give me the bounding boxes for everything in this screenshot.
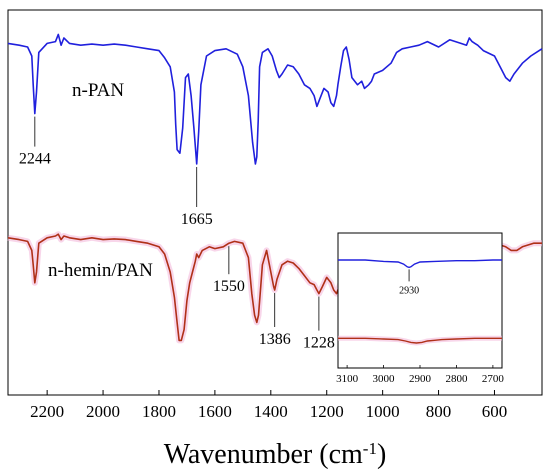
peak-annotations: 2244 1665 1550 1386 1228 xyxy=(19,116,335,352)
x-tick-label-2200: 2200 xyxy=(30,402,64,421)
peak-label-1228: 1228 xyxy=(303,335,335,352)
peak-label-1665: 1665 xyxy=(181,211,213,228)
inset-annotation-2930: 2930 xyxy=(399,285,419,296)
x-axis-ticks: 2200 2000 1800 1600 1400 1200 1000 800 600 xyxy=(30,390,507,421)
inset-x-tick-label-3100: 3100 xyxy=(336,373,359,385)
inset-series-layer xyxy=(338,259,502,346)
series-label-n-hemin-pan: n-hemin/PAN xyxy=(48,260,153,281)
x-tick-label-800: 800 xyxy=(426,402,452,421)
plot-frame xyxy=(7,9,543,396)
inset-series-line-n-hemin-pan xyxy=(338,337,502,344)
inset-x-tick-label-2900: 2900 xyxy=(409,373,432,385)
inset-x-axis-ticks: 3100 3000 2900 2800 2700 xyxy=(336,365,504,385)
x-tick-label-1800: 1800 xyxy=(142,402,176,421)
inset-x-tick-label-3000: 3000 xyxy=(373,373,396,385)
inset-series-line-n-pan xyxy=(338,259,502,269)
x-tick-label-1400: 1400 xyxy=(254,402,288,421)
series-label-n-pan: n-PAN xyxy=(72,80,124,101)
peak-label-1550: 1550 xyxy=(213,278,245,295)
x-tick-label-1200: 1200 xyxy=(310,402,344,421)
x-axis-title: Wavenumber (cm-1) xyxy=(164,439,387,471)
series-line-n-pan xyxy=(7,33,543,165)
peak-label-2244: 2244 xyxy=(19,151,51,168)
inset-frame xyxy=(337,232,503,369)
x-tick-label-1000: 1000 xyxy=(366,402,400,421)
peak-label-1386: 1386 xyxy=(259,331,291,348)
x-tick-label-2000: 2000 xyxy=(86,402,120,421)
inset-plot: 3100 3000 2900 2800 2700 2930 xyxy=(336,232,504,385)
x-tick-label-1600: 1600 xyxy=(198,402,232,421)
x-tick-label-600: 600 xyxy=(482,402,508,421)
inset-x-tick-label-2800: 2800 xyxy=(445,373,468,385)
inset-x-tick-label-2700: 2700 xyxy=(482,373,505,385)
